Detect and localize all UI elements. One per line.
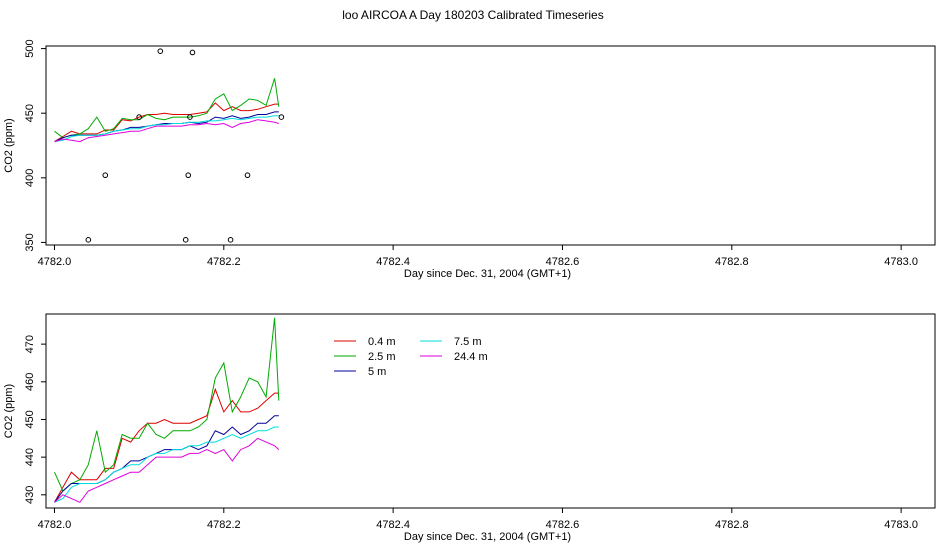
y-tick-label: 470 — [24, 335, 36, 353]
outlier-point — [185, 172, 192, 179]
y-tick-label: 440 — [24, 448, 36, 466]
y-tick-label: 350 — [24, 233, 36, 251]
x-tick-label: 4782.4 — [376, 519, 410, 531]
y-tick-label: 450 — [24, 410, 36, 428]
legend-label: 7.5 m — [454, 336, 482, 348]
outlier-point — [278, 114, 285, 120]
plot-frame — [45, 313, 936, 509]
series-line-2-5-m — [54, 78, 280, 139]
x-tick-label: 4782.8 — [715, 256, 749, 268]
series-line-7-5-m — [54, 115, 279, 143]
series-line-0-4-m — [54, 387, 279, 503]
outlier-point — [227, 237, 234, 243]
series-line-24-4-m — [54, 437, 280, 503]
y-tick-label: 430 — [24, 486, 36, 504]
x-tick-label: 4782.2 — [207, 256, 241, 268]
outlier-point — [85, 237, 92, 243]
legend-label: 24.4 m — [454, 351, 488, 363]
data-area — [54, 317, 280, 503]
x-tick-label: 4782.6 — [546, 256, 580, 268]
outlier-point — [136, 114, 142, 120]
outlier-point — [182, 237, 189, 243]
x-tick-label: 4782.2 — [207, 519, 241, 531]
legend-label: 0.4 m — [368, 336, 396, 348]
outlier-point — [187, 114, 193, 120]
series-line-24-4-m — [54, 119, 279, 143]
y-tick-label: 400 — [24, 169, 36, 187]
y-axis-label: CO2 (ppm) — [3, 384, 15, 438]
x-axis-label: Day since Dec. 31, 2004 (GMT+1) — [404, 268, 571, 280]
y-tick-label: 500 — [24, 39, 36, 57]
outlier-point — [157, 48, 164, 54]
outlier-point — [244, 172, 251, 179]
plot-frame — [45, 45, 936, 246]
x-tick-label: 4782.6 — [546, 519, 580, 531]
outlier-point — [189, 49, 196, 56]
data-area — [54, 78, 280, 143]
x-tick-label: 4783.0 — [884, 519, 918, 531]
y-axis-label: CO2 (ppm) — [3, 118, 15, 172]
figure-title: loo AIRCOA A Day 180203 Calibrated Times… — [342, 8, 603, 22]
panel-1: 4782.0 4782.2 4782.4 4782.6 4782.8 4783.0 Day … — [3, 39, 936, 280]
y-tick-label: 460 — [24, 373, 36, 391]
legend: 0.4 m 2.5 m 5 m 7.5 m 24.4 m — [334, 336, 488, 378]
legend-label: 2.5 m — [368, 351, 396, 363]
series-line-0-4-m — [54, 102, 279, 143]
series-line-5-m — [54, 415, 279, 503]
x-axis-label: Day since Dec. 31, 2004 (GMT+1) — [404, 531, 571, 543]
panel-2: 4782.0 4782.2 4782.4 4782.6 4782.8 4783.0 Day … — [3, 313, 936, 543]
y-tick-label: 450 — [24, 104, 36, 122]
x-tick-label: 4782.0 — [38, 519, 72, 531]
series-line-5-m — [54, 111, 279, 143]
legend-label: 5 m — [368, 366, 386, 378]
x-tick-label: 4782.0 — [38, 256, 72, 268]
x-tick-label: 4783.0 — [884, 256, 918, 268]
x-tick-label: 4782.4 — [376, 256, 410, 268]
x-tick-label: 4782.8 — [715, 519, 749, 531]
series-line-7-5-m — [54, 426, 279, 503]
series-line-2-5-m — [54, 317, 280, 492]
outlier-point — [102, 172, 109, 179]
